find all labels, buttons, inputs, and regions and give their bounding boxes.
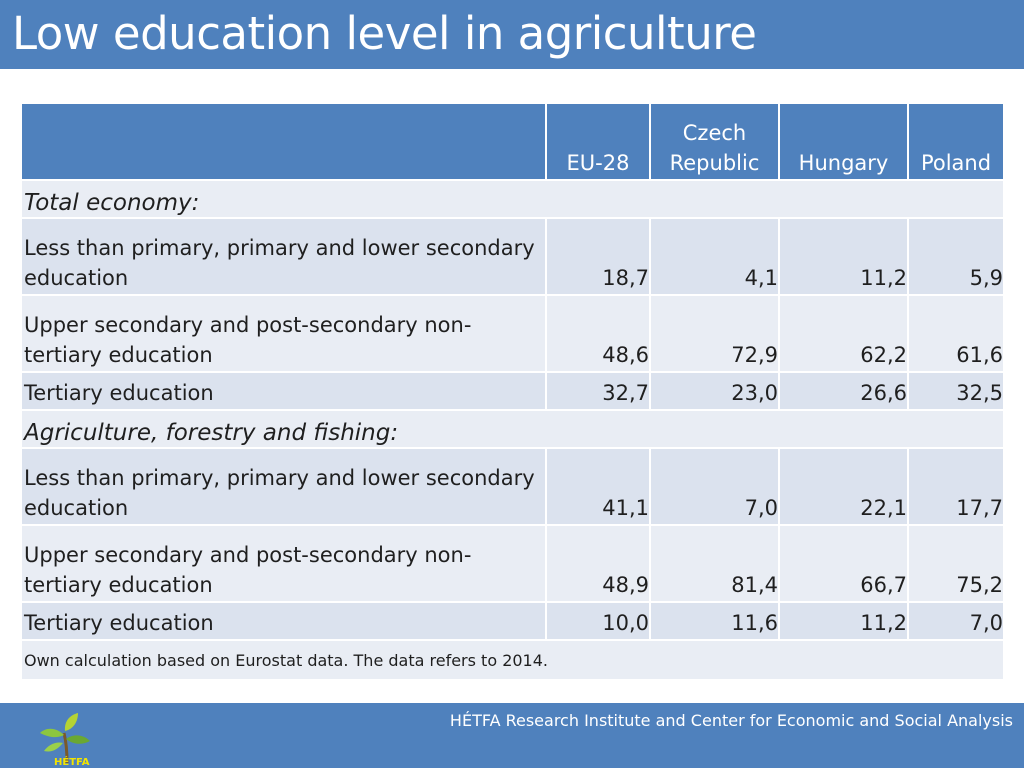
cell-czech-republic: 72,9: [649, 294, 780, 373]
cell-hungary: 22,1: [778, 447, 909, 526]
cell-hungary: 11,2: [778, 217, 909, 296]
cell-hungary: 62,2: [778, 294, 909, 373]
cell-hungary: 66,7: [778, 524, 909, 603]
cell-poland: 17,7: [907, 447, 1005, 526]
footer-credit: HÉTFA Research Institute and Center for …: [449, 711, 1013, 730]
cell-eu28: 41,1: [545, 447, 651, 526]
table-note-row: Own calculation based on Eurostat data. …: [20, 639, 1005, 681]
cell-czech-republic: 7,0: [649, 447, 780, 526]
cell-czech-republic: 23,0: [649, 371, 780, 411]
row-label: Tertiary education: [20, 601, 547, 641]
cell-poland: 75,2: [907, 524, 1005, 603]
header-czech-republic: Czech Republic: [649, 102, 780, 181]
row-label: Less than primary, primary and lower sec…: [20, 447, 547, 526]
table-row: Less than primary, primary and lower sec…: [20, 447, 1005, 526]
cell-czech-republic: 11,6: [649, 601, 780, 641]
header-eu28: EU-28: [545, 102, 651, 181]
cell-czech-republic: 81,4: [649, 524, 780, 603]
cell-eu28: 32,7: [545, 371, 651, 411]
header-empty-cell: [20, 102, 547, 181]
cell-poland: 5,9: [907, 217, 1005, 296]
cell-eu28: 48,9: [545, 524, 651, 603]
table-row: Upper secondary and post-secondary non-t…: [20, 524, 1005, 603]
title-bar: Low education level in agriculture: [0, 0, 1024, 69]
section-row-total-economy: Total economy:: [20, 179, 1005, 219]
section-title: Agriculture, forestry and fishing:: [20, 409, 1005, 449]
source-note: Own calculation based on Eurostat data. …: [20, 639, 1005, 681]
cell-eu28: 18,7: [545, 217, 651, 296]
row-label: Tertiary education: [20, 371, 547, 411]
svg-text:HÉTFA: HÉTFA: [54, 755, 90, 767]
cell-poland: 7,0: [907, 601, 1005, 641]
table-row: Upper secondary and post-secondary non-t…: [20, 294, 1005, 373]
hetfa-logo-icon: HÉTFA: [40, 713, 90, 767]
cell-poland: 61,6: [907, 294, 1005, 373]
education-table: EU-28 Czech Republic Hungary Poland Tota…: [20, 102, 1005, 681]
cell-poland: 32,5: [907, 371, 1005, 411]
row-label: Upper secondary and post-secondary non-t…: [20, 524, 547, 603]
table-row: Tertiary education 32,7 23,0 26,6 32,5: [20, 371, 1005, 411]
cell-eu28: 48,6: [545, 294, 651, 373]
slide-title: Low education level in agriculture: [12, 7, 757, 60]
cell-eu28: 10,0: [545, 601, 651, 641]
table-row: Tertiary education 10,0 11,6 11,2 7,0: [20, 601, 1005, 641]
cell-czech-republic: 4,1: [649, 217, 780, 296]
header-czech-republic-label: Czech Republic: [669, 121, 760, 175]
section-row-agriculture: Agriculture, forestry and fishing:: [20, 409, 1005, 449]
table-header-row: EU-28 Czech Republic Hungary Poland: [20, 102, 1005, 181]
table-row: Less than primary, primary and lower sec…: [20, 217, 1005, 296]
footer-bar: HÉTFA HÉTFA Research Institute and Cente…: [0, 703, 1024, 768]
row-label: Upper secondary and post-secondary non-t…: [20, 294, 547, 373]
row-label: Less than primary, primary and lower sec…: [20, 217, 547, 296]
section-title: Total economy:: [20, 179, 1005, 219]
cell-hungary: 11,2: [778, 601, 909, 641]
header-poland: Poland: [907, 102, 1005, 181]
cell-hungary: 26,6: [778, 371, 909, 411]
header-hungary: Hungary: [778, 102, 909, 181]
